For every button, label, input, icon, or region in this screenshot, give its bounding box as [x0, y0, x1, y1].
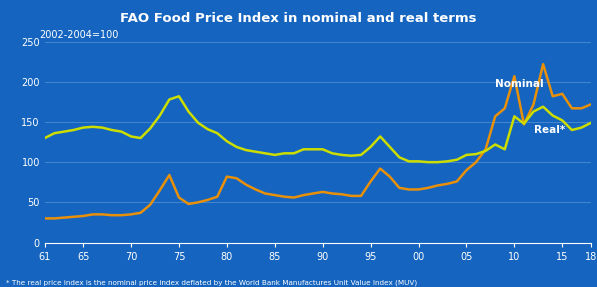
Text: Real*: Real* — [534, 125, 565, 135]
Text: Nominal: Nominal — [495, 79, 544, 90]
Text: 2002-2004=100: 2002-2004=100 — [39, 30, 118, 40]
Text: * The real price index is the nominal price index deflated by the World Bank Man: * The real price index is the nominal pr… — [6, 279, 417, 286]
Text: FAO Food Price Index in nominal and real terms: FAO Food Price Index in nominal and real… — [120, 12, 477, 26]
